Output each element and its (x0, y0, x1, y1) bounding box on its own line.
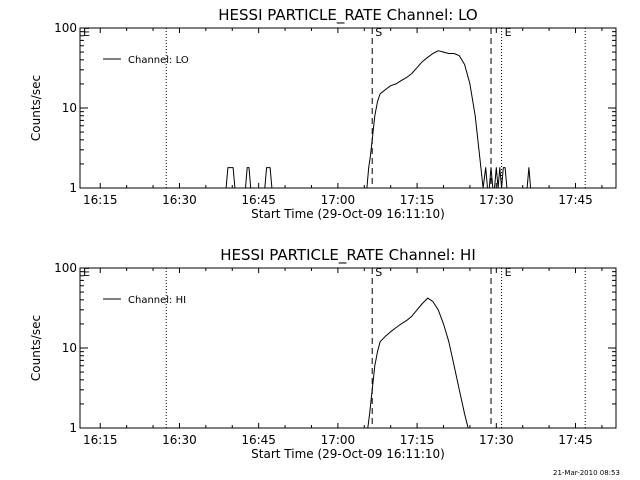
plot-frame (79, 267, 617, 429)
timestamp-label: 21-Mar-2010 08:53 (553, 469, 620, 477)
x-tick-label: 17:00 (321, 433, 356, 447)
event-marker-label: E (83, 26, 90, 39)
series-line-lo (225, 50, 532, 189)
x-tick-label: 16:45 (241, 433, 276, 447)
x-axis-label: Start Time (29-Oct-09 16:11:10) (251, 447, 445, 461)
x-tick-label: 17:15 (400, 433, 435, 447)
x-tick-label: 17:00 (321, 193, 356, 207)
event-marker-label: S (375, 266, 382, 279)
x-tick-label: 17:45 (558, 433, 593, 447)
y-tick-label: 10 (62, 101, 77, 115)
x-tick-label: 16:15 (83, 433, 118, 447)
x-tick-label: 17:45 (558, 193, 593, 207)
x-tick-label: 17:30 (479, 433, 514, 447)
event-marker-label: S (375, 26, 382, 39)
event-marker-label: E (83, 266, 90, 279)
x-tick-label: 17:15 (400, 193, 435, 207)
x-axis-label: Start Time (29-Oct-09 16:11:10) (251, 207, 445, 221)
x-tick-label: 16:30 (162, 193, 197, 207)
chart-title-hi: HESSI PARTICLE_RATE Channel: HI (220, 246, 476, 265)
y-tick-label: 10 (62, 341, 77, 355)
x-tick-label: 16:30 (162, 433, 197, 447)
x-tick-label: 16:45 (241, 193, 276, 207)
plot-frame (79, 27, 617, 189)
x-tick-label: 16:15 (83, 193, 118, 207)
y-tick-label: 100 (54, 261, 77, 275)
series-line-hi (367, 297, 469, 429)
y-axis-label: Counts/sec (29, 315, 43, 381)
y-tick-label: 1 (69, 181, 77, 195)
chart-title-lo: HESSI PARTICLE_RATE Channel: LO (218, 6, 477, 25)
y-axis-label: Counts/sec (29, 75, 43, 141)
y-tick-label: 1 (69, 421, 77, 435)
legend-label-lo: Channel: LO (128, 55, 189, 66)
event-marker-label: E (505, 26, 512, 39)
x-tick-label: 17:30 (479, 193, 514, 207)
y-tick-label: 100 (54, 21, 77, 35)
legend-label-hi: Channel: HI (128, 295, 186, 306)
chart-panel-hi: HESSI PARTICLE_RATE Channel: HI 16:15 16:3… (29, 246, 617, 461)
event-marker-label: E (505, 266, 512, 279)
chart-panel-lo: HESSI PARTICLE_RATE Channel: LO 16:15 16:3… (29, 6, 617, 221)
